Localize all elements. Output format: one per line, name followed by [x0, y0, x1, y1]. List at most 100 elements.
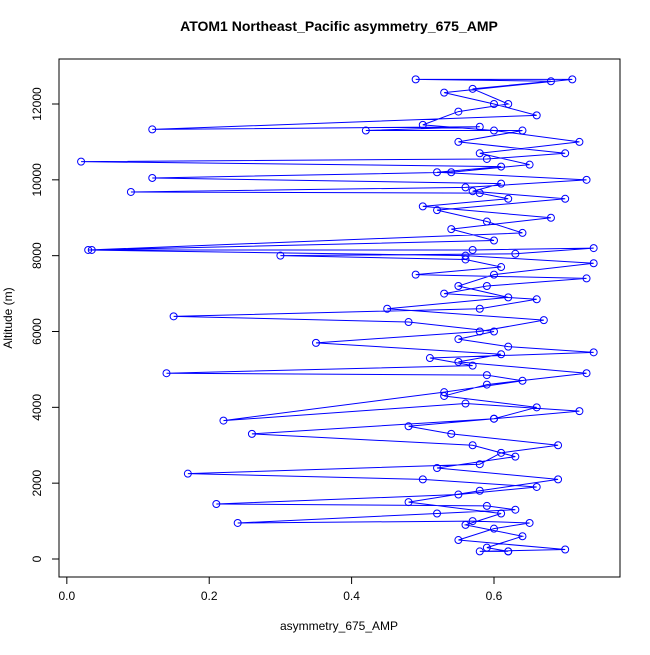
data-point	[589, 244, 598, 253]
data-point	[582, 274, 591, 283]
data-point	[183, 469, 192, 478]
data-point	[468, 441, 477, 450]
data-point	[461, 520, 470, 529]
data-point	[475, 189, 484, 198]
data-point	[454, 357, 463, 366]
data-point	[454, 490, 463, 499]
data-point	[489, 524, 498, 533]
data-line	[81, 78, 594, 552]
data-point	[525, 518, 534, 527]
data-point	[504, 293, 513, 302]
data-point	[411, 270, 420, 279]
data-point	[169, 312, 178, 321]
data-point	[589, 348, 598, 357]
data-point	[461, 255, 470, 264]
data-point	[561, 149, 570, 158]
data-point	[489, 414, 498, 423]
y-tick-label: 10000	[30, 163, 44, 197]
data-point	[440, 391, 449, 400]
data-point	[489, 270, 498, 279]
data-point	[418, 202, 427, 211]
data-point	[148, 125, 157, 134]
data-point	[497, 162, 506, 171]
data-point	[312, 338, 321, 347]
data-point	[454, 335, 463, 344]
data-point	[247, 429, 256, 438]
data-point	[532, 295, 541, 304]
data-point	[468, 361, 477, 370]
data-point	[440, 88, 449, 97]
data-point	[482, 501, 491, 510]
data-point	[475, 304, 484, 313]
data-point	[532, 403, 541, 412]
data-point	[497, 263, 506, 272]
data-point	[539, 316, 548, 325]
data-point	[418, 475, 427, 484]
data-point	[489, 126, 498, 135]
data-point	[475, 547, 484, 556]
data-point	[475, 460, 484, 469]
y-tick-label: 0	[30, 555, 44, 562]
data-point	[475, 122, 484, 131]
x-axis-label: asymmetry_675_AMP	[280, 619, 398, 633]
data-point	[489, 236, 498, 245]
data-point	[482, 380, 491, 389]
x-tick-label: 0.0	[58, 589, 75, 603]
data-point	[546, 213, 555, 222]
data-point	[497, 448, 506, 457]
data-point	[461, 183, 470, 192]
data-point	[148, 173, 157, 182]
data-point	[482, 281, 491, 290]
data-point	[497, 179, 506, 188]
data-point	[475, 327, 484, 336]
data-point	[433, 168, 442, 177]
data-point	[440, 388, 449, 397]
data-point	[561, 194, 570, 203]
data-point	[532, 482, 541, 491]
data-point	[404, 422, 413, 431]
chart-title: ATOM1 Northeast_Pacific asymmetry_675_AM…	[180, 18, 498, 34]
x-tick-label: 0.2	[201, 589, 218, 603]
data-point	[518, 532, 527, 541]
data-point	[561, 545, 570, 554]
y-tick-label: 8000	[30, 242, 44, 269]
data-point	[433, 463, 442, 472]
data-point	[383, 304, 392, 313]
data-point	[582, 369, 591, 378]
data-point	[575, 407, 584, 416]
data-point	[454, 137, 463, 146]
data-point	[511, 452, 520, 461]
data-point	[468, 84, 477, 93]
data-point	[482, 371, 491, 380]
data-point	[361, 126, 370, 135]
data-point	[447, 225, 456, 234]
data-point	[77, 157, 86, 166]
data-point	[554, 441, 563, 450]
data-point	[589, 259, 598, 268]
data-point	[482, 217, 491, 226]
data-point	[504, 194, 513, 203]
x-tick-label: 0.6	[486, 589, 503, 603]
data-point	[219, 416, 228, 425]
data-point	[447, 168, 456, 177]
data-point	[84, 245, 93, 254]
data-point	[126, 187, 135, 196]
data-point	[518, 376, 527, 385]
data-point	[468, 245, 477, 254]
data-point	[461, 251, 470, 260]
data-point	[433, 206, 442, 215]
data-point	[511, 505, 520, 514]
data-point	[525, 160, 534, 169]
x-tick-label: 0.4	[343, 589, 360, 603]
data-point	[568, 75, 577, 84]
y-tick-label: 4000	[30, 394, 44, 421]
data-point	[425, 354, 434, 363]
data-point	[468, 517, 477, 526]
y-axis-label: Altitude (m)	[1, 287, 15, 348]
data-point	[418, 120, 427, 129]
data-point	[575, 137, 584, 146]
data-point	[276, 251, 285, 260]
data-point	[404, 498, 413, 507]
data-point	[468, 187, 477, 196]
y-tick-label: 12000	[30, 87, 44, 121]
